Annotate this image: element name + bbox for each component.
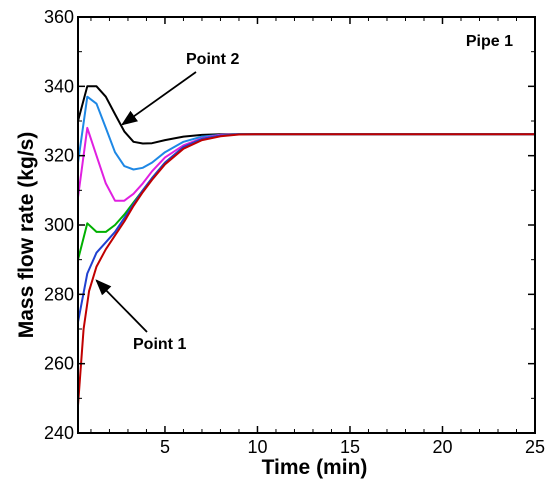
series-line-5 xyxy=(77,133,535,323)
x-tick-label: 25 xyxy=(525,437,545,457)
plot-frame xyxy=(77,16,536,434)
y-tick-label: 240 xyxy=(44,423,74,443)
x-tick-label: 10 xyxy=(247,437,267,457)
y-tick-label: 320 xyxy=(44,146,74,166)
y-tick-label: 300 xyxy=(44,215,74,235)
annotation-point-2: Point 2 xyxy=(186,51,239,68)
y-axis-title: Mass flow rate (kg/s) xyxy=(15,132,38,339)
y-tick-label: 340 xyxy=(44,76,74,96)
x-axis-title: Time (min) xyxy=(262,456,368,479)
y-tick-label: 280 xyxy=(44,284,74,304)
annotation-pipe-1: Pipe 1 xyxy=(466,33,513,50)
y-tick-label: 360 xyxy=(44,7,74,27)
x-tick-label: 15 xyxy=(340,437,360,457)
annotations: Pipe 1 Point 2 Point 1 xyxy=(95,33,513,353)
series-line-3 xyxy=(77,126,535,202)
annotation-point-1: Point 1 xyxy=(133,336,186,353)
series-line-6 xyxy=(77,133,535,406)
x-tick-label: 5 xyxy=(160,437,170,457)
x-tick-label: 20 xyxy=(432,437,452,457)
annotation-arrow-point-1 xyxy=(95,279,148,333)
series-lines xyxy=(77,85,535,406)
y-tick-label: 260 xyxy=(44,354,74,374)
annotation-arrow-point-2 xyxy=(121,71,197,126)
axis-ticks: 5 10 15 20 25 240 260 280 300 320 340 360 xyxy=(44,7,545,457)
series-line-4 xyxy=(77,133,535,260)
